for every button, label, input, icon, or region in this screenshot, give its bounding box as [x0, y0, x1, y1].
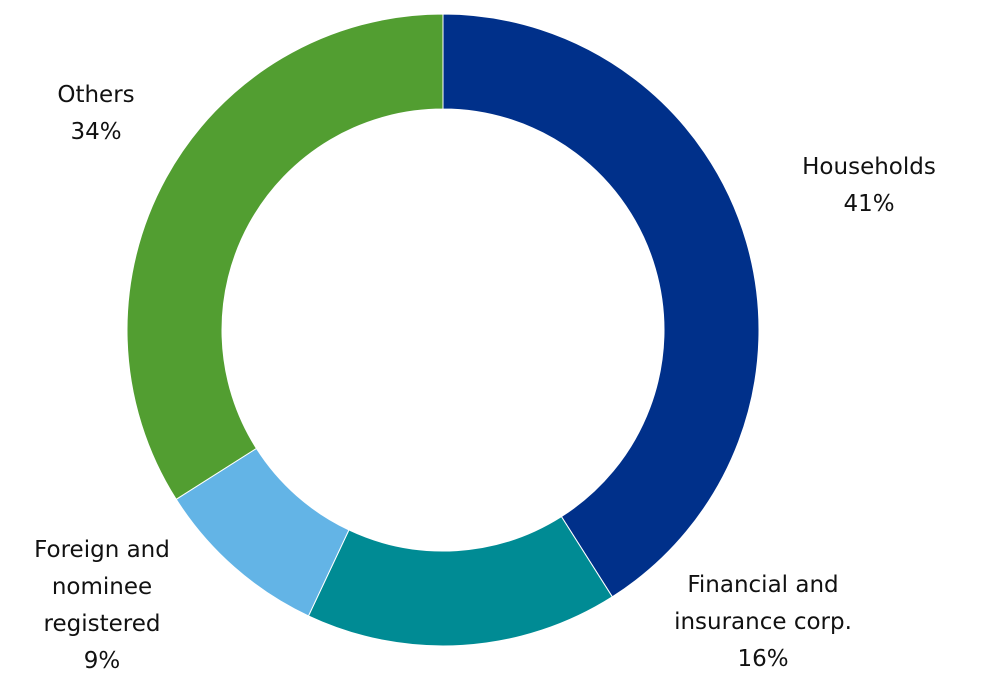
- slice-value-label: 41%: [843, 191, 894, 217]
- slice-financial-and-insurance-corp: [307, 515, 614, 647]
- slice-name-line: nominee: [52, 574, 152, 600]
- slice-label-households: Households 41%: [802, 154, 936, 217]
- slice-households: [442, 13, 760, 598]
- slice-labels: Households 41% Financial and insurance corp…: [34, 82, 936, 674]
- slice-label-financial-and-insurance-corp: Financial and insurance corp. 16%: [674, 572, 852, 672]
- slice-name-line: insurance corp.: [674, 609, 852, 635]
- slice-name-line: Households: [802, 154, 936, 180]
- slice-name-line: Financial and: [687, 572, 838, 598]
- slice-name-line: Foreign and: [34, 537, 170, 563]
- slice-label-others: Others 34%: [57, 82, 134, 145]
- donut-slices: [126, 13, 760, 647]
- slice-others: [126, 13, 444, 501]
- slice-value-label: 16%: [737, 646, 788, 672]
- slice-value-label: 9%: [84, 648, 121, 674]
- slice-name-line: registered: [44, 611, 161, 637]
- slice-value-label: 34%: [70, 119, 121, 145]
- slice-name-line: Others: [57, 82, 134, 108]
- slice-label-foreign-and-nominee-registered: Foreign and nominee registered 9%: [34, 537, 170, 674]
